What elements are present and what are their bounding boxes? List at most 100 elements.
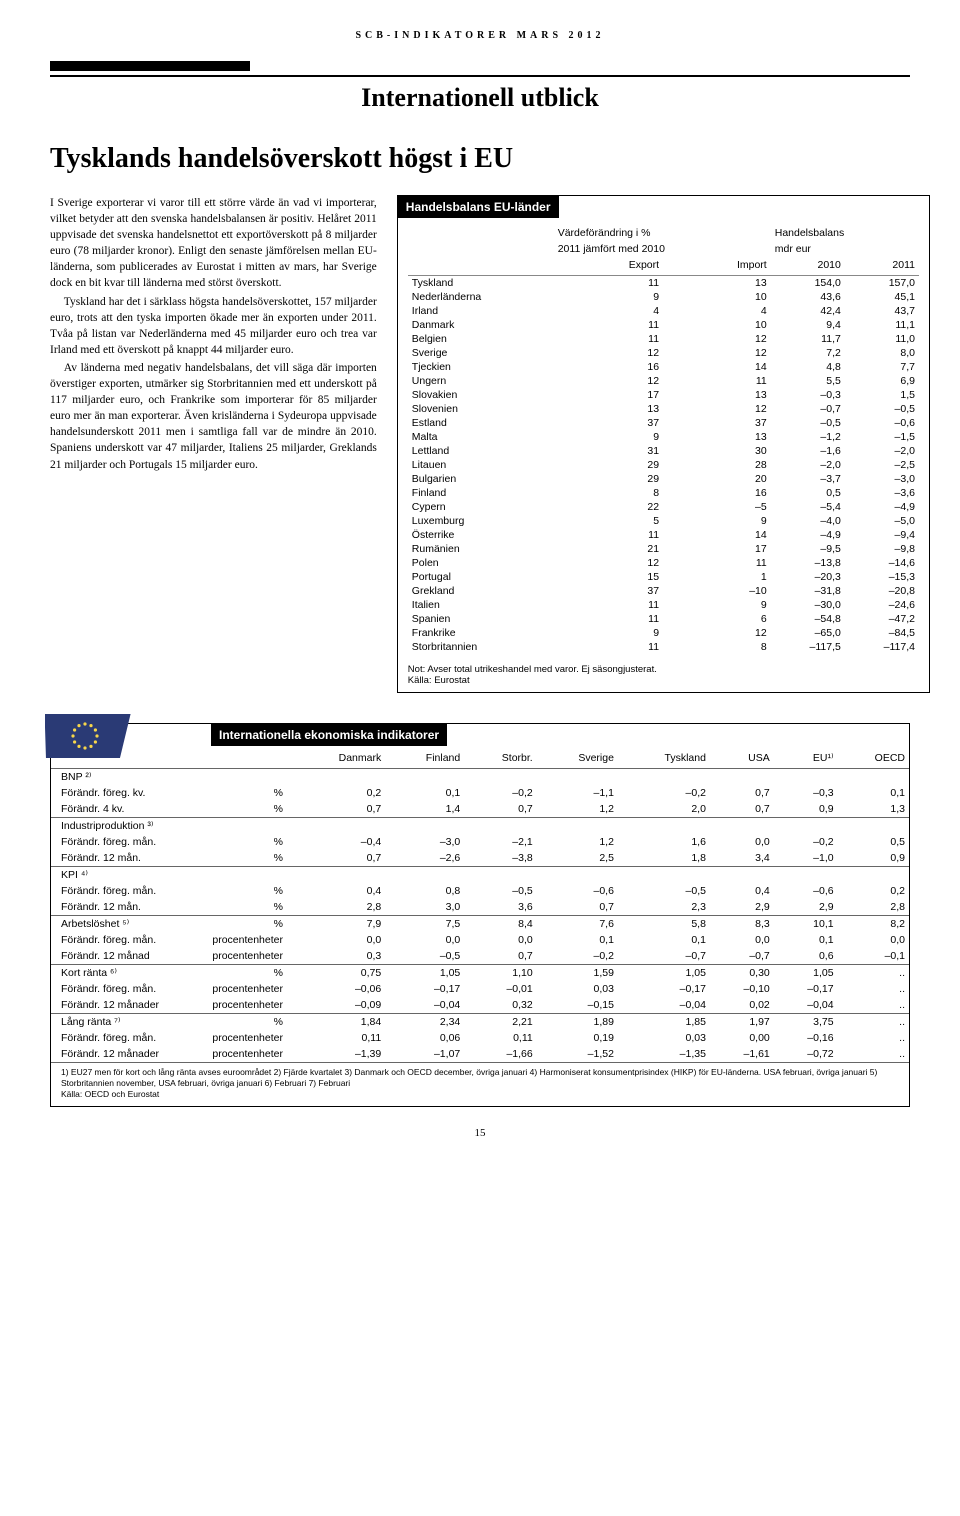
table-cell: 0,5 bbox=[838, 834, 909, 850]
table-cell: 37 bbox=[663, 416, 771, 430]
table-cell: procentenheter bbox=[201, 997, 291, 1014]
table-cell: 4 bbox=[554, 304, 663, 318]
table-cell: 0,11 bbox=[291, 1030, 385, 1046]
table-cell: –4,9 bbox=[771, 528, 845, 542]
doc-header: SCB-INDIKATORER MARS 2012 bbox=[50, 30, 910, 41]
table-cell: 12 bbox=[554, 556, 663, 570]
table-cell: 14 bbox=[663, 528, 771, 542]
table-cell: 9 bbox=[554, 430, 663, 444]
table-cell: –2,5 bbox=[845, 458, 919, 472]
indicator-group-row: Lång ränta ⁷⁾%1,842,342,211,891,851,973,… bbox=[51, 1014, 909, 1031]
table-cell: Slovenien bbox=[408, 402, 554, 416]
table-cell: 1,4 bbox=[385, 801, 464, 818]
trade-col-header: Export bbox=[554, 258, 663, 276]
table-cell: Danmark bbox=[408, 318, 554, 332]
table-cell: Förändr. föreg. mån. bbox=[51, 834, 201, 850]
table-cell: –0,17 bbox=[385, 981, 464, 997]
table-cell: 0,0 bbox=[464, 932, 536, 948]
table-cell: 11 bbox=[554, 640, 663, 654]
table-cell: 0,4 bbox=[710, 883, 774, 899]
table-cell: 5,8 bbox=[618, 916, 710, 933]
table-cell: 13 bbox=[554, 402, 663, 416]
table-cell: Förändr. föreg. mån. bbox=[51, 932, 201, 948]
table-cell: 2,0 bbox=[618, 801, 710, 818]
table-cell: Bulgarien bbox=[408, 472, 554, 486]
table-cell: .. bbox=[838, 1046, 909, 1062]
table-cell: 1,5 bbox=[845, 388, 919, 402]
table-cell: Belgien bbox=[408, 332, 554, 346]
trade-col-header bbox=[408, 258, 554, 276]
table-cell: 0,0 bbox=[838, 932, 909, 948]
table-cell: –0,5 bbox=[845, 402, 919, 416]
table-cell: –2,6 bbox=[385, 850, 464, 867]
table-cell: –0,5 bbox=[771, 416, 845, 430]
table-cell: % bbox=[201, 899, 291, 916]
table-cell: 0,7 bbox=[464, 948, 536, 965]
table-cell: Österrike bbox=[408, 528, 554, 542]
table-cell: 3,4 bbox=[710, 850, 774, 867]
table-row: Polen1211–13,8–14,6 bbox=[408, 556, 919, 570]
table-cell: 6 bbox=[663, 612, 771, 626]
table-cell: 13 bbox=[663, 388, 771, 402]
table-cell: 1,59 bbox=[537, 965, 618, 982]
table-cell: –0,2 bbox=[464, 785, 536, 801]
table-cell: –24,6 bbox=[845, 598, 919, 612]
table-cell: 11 bbox=[663, 374, 771, 388]
table-cell: Lettland bbox=[408, 444, 554, 458]
table-row: Frankrike912–65,0–84,5 bbox=[408, 626, 919, 640]
table-cell: Irland bbox=[408, 304, 554, 318]
article-title: Tysklands handelsöverskott högst i EU bbox=[50, 143, 910, 175]
table-cell: procentenheter bbox=[201, 948, 291, 965]
table-cell: 12 bbox=[554, 374, 663, 388]
table-cell: –9,4 bbox=[845, 528, 919, 542]
section-title: Internationell utblick bbox=[50, 83, 910, 113]
table-cell: Förändr. 12 mån. bbox=[51, 899, 201, 916]
indicators-footnotes: 1) EU27 men för kort och lång ränta avse… bbox=[51, 1062, 909, 1106]
table-cell: –3,7 bbox=[771, 472, 845, 486]
table-cell: –1,66 bbox=[464, 1046, 536, 1062]
table-cell: –1,07 bbox=[385, 1046, 464, 1062]
table-cell: –1,52 bbox=[537, 1046, 618, 1062]
table-cell: 7,9 bbox=[291, 916, 385, 933]
table-cell: 1,89 bbox=[537, 1014, 618, 1031]
table-cell: 2,9 bbox=[710, 899, 774, 916]
table-cell: –0,15 bbox=[537, 997, 618, 1014]
trade-note-text: Not: Avser total utrikeshandel med varor… bbox=[408, 664, 919, 675]
table-cell: 15 bbox=[554, 570, 663, 584]
table-cell: procentenheter bbox=[201, 1046, 291, 1062]
table-cell: 1,97 bbox=[710, 1014, 774, 1031]
table-cell: 3,0 bbox=[385, 899, 464, 916]
trade-subhead: Handelsbalans bbox=[771, 226, 919, 242]
table-cell: –15,3 bbox=[845, 570, 919, 584]
table-row: Förändr. 12 mån.%0,7–2,6–3,82,51,83,4–1,… bbox=[51, 850, 909, 867]
table-cell: Förändr. 12 månader bbox=[51, 1046, 201, 1062]
table-cell: 0,9 bbox=[774, 801, 838, 818]
table-row: Förändr. föreg. mån.%–0,4–3,0–2,11,21,60… bbox=[51, 834, 909, 850]
table-row: Sverige12127,28,0 bbox=[408, 346, 919, 360]
eu-flag-icon bbox=[45, 710, 135, 769]
table-cell: 7,7 bbox=[845, 360, 919, 374]
table-cell: –0,2 bbox=[618, 785, 710, 801]
table-cell: .. bbox=[838, 997, 909, 1014]
table-cell: –0,7 bbox=[618, 948, 710, 965]
table-cell: 12 bbox=[554, 346, 663, 360]
table-cell: 9 bbox=[554, 290, 663, 304]
indicators-source: Källa: OECD och Eurostat bbox=[61, 1089, 899, 1100]
table-cell: 11,1 bbox=[845, 318, 919, 332]
table-row: Ungern12115,56,9 bbox=[408, 374, 919, 388]
table-cell: % bbox=[201, 883, 291, 899]
table-row: Rumänien2117–9,5–9,8 bbox=[408, 542, 919, 556]
table-cell: 5 bbox=[554, 514, 663, 528]
table-row: Förändr. föreg. kv.%0,20,1–0,2–1,1–0,20,… bbox=[51, 785, 909, 801]
table-cell: 1,05 bbox=[385, 965, 464, 982]
table-cell: 2,9 bbox=[774, 899, 838, 916]
table-cell: Förändr. 12 månader bbox=[51, 997, 201, 1014]
indicator-col-header: EU¹⁾ bbox=[774, 746, 838, 769]
table-cell: –3,0 bbox=[845, 472, 919, 486]
table-cell: 0,5 bbox=[771, 486, 845, 500]
table-row: Bulgarien2920–3,7–3,0 bbox=[408, 472, 919, 486]
table-cell: 0,7 bbox=[464, 801, 536, 818]
trade-subhead: mdr eur bbox=[771, 242, 919, 258]
table-cell: –0,4 bbox=[291, 834, 385, 850]
table-cell: 5,5 bbox=[771, 374, 845, 388]
